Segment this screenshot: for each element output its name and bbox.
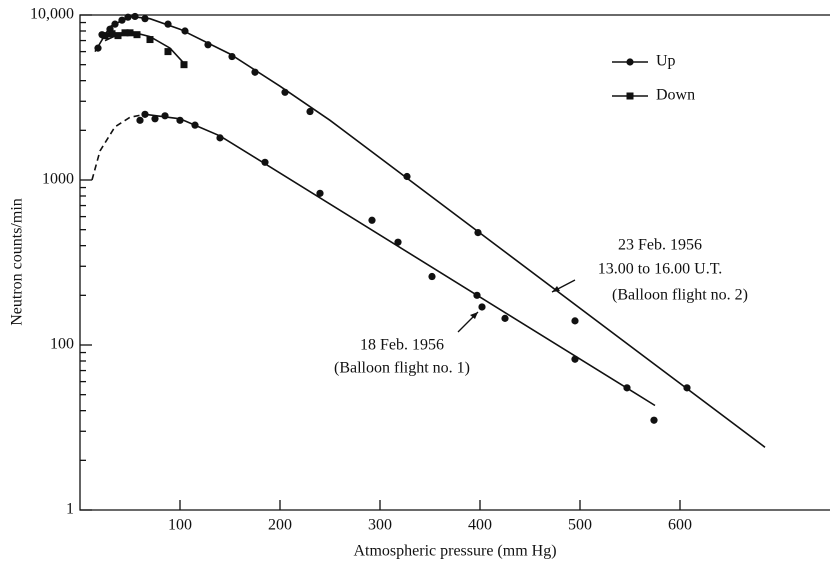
circle-marker (261, 158, 269, 166)
square-marker (146, 36, 154, 44)
circle-marker (176, 116, 184, 124)
x-tick-label: 300 (368, 517, 392, 534)
annotation: (Balloon flight no. 1) (334, 360, 470, 377)
circle-marker (204, 41, 212, 49)
square-marker (126, 29, 134, 37)
annotation: (Balloon flight no. 2) (612, 287, 748, 304)
circle-marker (228, 52, 236, 61)
square-marker (164, 48, 172, 56)
square-marker (133, 31, 141, 39)
y-tick-label: 100 (50, 336, 74, 353)
circle-marker (394, 238, 402, 246)
circle-marker (316, 189, 324, 197)
circle-marker (474, 228, 482, 237)
legend-label: Down (656, 87, 695, 104)
circle-marker (571, 355, 579, 363)
circle-marker (141, 110, 149, 118)
circle-marker (306, 107, 314, 116)
y-tick-label: 1000 (42, 171, 74, 188)
square-marker (101, 32, 109, 40)
circle-marker (623, 384, 631, 392)
circle-marker (368, 216, 376, 224)
circle-marker (428, 272, 436, 281)
circle-marker (151, 115, 159, 123)
annotation-arrow-head (470, 312, 478, 319)
circle-marker (111, 20, 119, 28)
circle-marker (251, 68, 259, 76)
circle-marker (131, 12, 139, 21)
circle-marker (403, 172, 411, 181)
square-marker (108, 30, 116, 38)
y-tick-label: 10,000 (30, 6, 74, 23)
circle-marker (571, 317, 579, 325)
y-axis-label: Neutron counts/min (9, 198, 26, 326)
circle-marker (141, 15, 149, 23)
annotation: 18 Feb. 1956 (360, 337, 444, 354)
y-tick-label: 1 (66, 501, 74, 518)
circle-marker (501, 314, 509, 322)
x-tick-label: 400 (468, 517, 492, 534)
circle-marker (191, 121, 199, 129)
circle-marker (650, 416, 658, 424)
circle-marker (181, 27, 189, 35)
circle-marker (216, 134, 224, 142)
annotation-arrow-head (552, 286, 560, 292)
circle-marker (124, 13, 132, 21)
square-marker (121, 29, 129, 37)
circle-marker (118, 16, 126, 24)
x-tick-label: 200 (268, 517, 292, 534)
x-tick-label: 500 (568, 517, 592, 534)
annotation: 23 Feb. 1956 (618, 237, 702, 254)
legend-marker (626, 92, 634, 100)
circle-marker (473, 291, 481, 299)
legend-label: Up (656, 53, 676, 70)
square-marker (114, 32, 122, 40)
fit-curve (94, 15, 766, 448)
circle-marker (161, 112, 169, 120)
axis-frame (79, 14, 830, 511)
circle-marker (164, 20, 172, 28)
circle-marker (94, 44, 102, 52)
x-axis-label: Atmospheric pressure (mm Hg) (353, 543, 556, 560)
x-tick-label: 600 (668, 517, 692, 534)
circle-marker (683, 384, 691, 392)
fit-curve (91, 113, 146, 181)
x-tick-label: 100 (168, 517, 192, 534)
square-marker (180, 61, 188, 69)
annotation: 13.00 to 16.00 U.T. (598, 261, 723, 278)
legend-marker (626, 58, 634, 66)
circle-marker (478, 303, 486, 311)
circle-marker (136, 116, 144, 124)
circle-marker (281, 88, 289, 96)
